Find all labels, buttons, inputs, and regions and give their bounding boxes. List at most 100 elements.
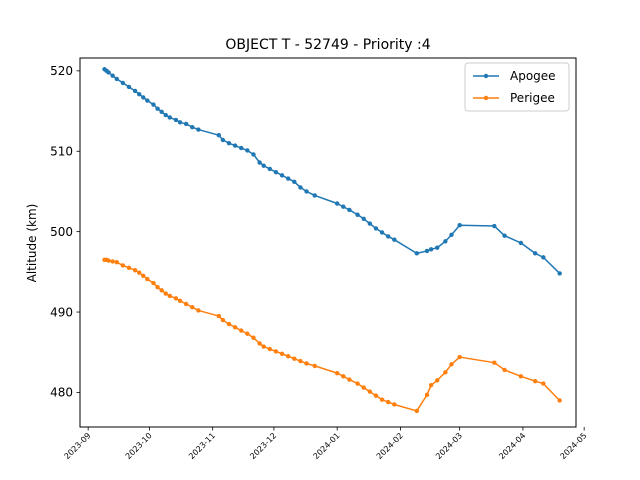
data-point-perigee [379,397,385,402]
data-point-perigee [414,408,419,414]
data-point-apogee [361,216,366,221]
data-point-perigee [392,402,397,407]
data-point-apogee [428,247,434,252]
data-point-perigee [557,398,562,403]
data-point-perigee [136,270,142,275]
data-point-apogee [367,221,373,226]
data-point-perigee [435,378,440,383]
legend-apogee-label: Apogee [510,69,556,83]
legend-perigee-label: Perigee [510,91,555,105]
data-point-perigee [267,346,273,352]
data-point-apogee [386,234,391,239]
data-point-perigee [220,317,226,323]
y-tick-label: 500 [50,225,73,239]
data-point-apogee [449,232,454,238]
chart-title: OBJECT T - 52749 - Priority :4 [225,37,430,53]
data-point-perigee [155,284,160,290]
y-tick-label: 480 [50,386,73,400]
data-point-apogee [457,223,462,228]
data-point-apogee [257,160,262,165]
data-point-perigee [541,381,546,386]
data-point-perigee [183,301,189,307]
y-tick-label: 520 [50,64,73,78]
data-point-apogee [163,112,168,118]
data-point-apogee [298,185,303,190]
data-point-apogee [251,152,256,157]
data-point-apogee [279,173,285,178]
data-point-apogee [424,248,430,254]
data-point-apogee [312,193,317,198]
data-point-apogee [106,70,111,75]
data-point-perigee [232,325,238,330]
y-axis-label: Altitude (km) [25,204,39,283]
data-point-perigee [373,393,379,398]
data-point-apogee [126,84,132,90]
data-point-apogee [267,166,273,172]
data-point-apogee [379,230,385,235]
data-point-apogee [141,95,146,100]
data-point-perigee [449,362,454,367]
data-point-apogee [245,148,250,153]
legend-apogee-marker [483,73,489,79]
data-point-perigee [251,335,256,340]
data-point-apogee [304,189,309,194]
data-point-perigee [367,389,373,394]
data-point-apogee [159,109,164,115]
data-point-perigee [502,367,507,373]
data-point-perigee [286,354,291,359]
data-point-perigee [386,399,391,405]
data-point-perigee [163,291,168,296]
data-point-perigee [355,381,360,386]
data-point-perigee [226,321,232,327]
data-point-apogee [155,106,160,111]
data-point-apogee [196,127,201,132]
data-point-perigee [304,361,309,366]
data-point-perigee [141,273,146,279]
data-point-perigee [424,392,430,398]
data-point-perigee [110,259,115,264]
legend: Apogee Perigee [464,62,570,112]
data-point-perigee [151,280,156,286]
data-point-perigee [279,351,285,357]
data-point-apogee [518,240,524,246]
data-point-perigee [132,268,138,273]
data-point-perigee [261,344,266,349]
data-point-perigee [177,298,183,303]
data-point-perigee [216,313,221,319]
data-point-apogee [541,255,546,260]
data-point-apogee [347,207,352,213]
data-point-apogee [341,204,346,209]
data-point-perigee [334,370,340,376]
data-point-apogee [334,201,340,206]
data-point-apogee [177,120,183,125]
data-point-apogee [232,143,238,148]
data-point-apogee [190,124,195,130]
data-point-perigee [457,354,462,360]
data-point-apogee [414,251,419,256]
data-point-perigee [245,331,250,336]
data-point-apogee [110,73,115,78]
data-point-apogee [220,137,226,143]
data-point-perigee [173,296,179,301]
data-point-perigee [428,383,434,388]
data-point-perigee [492,360,497,365]
data-point-apogee [557,271,562,276]
data-point-apogee [532,251,538,256]
data-point-perigee [273,349,279,354]
data-point-apogee [392,237,397,242]
legend-box [464,62,570,112]
data-point-apogee [114,76,119,82]
data-point-perigee [239,328,244,333]
data-point-apogee [261,163,266,168]
data-point-apogee [132,88,138,94]
data-point-perigee [120,263,126,268]
plot-area [102,67,562,414]
data-point-apogee [226,141,232,146]
data-point-apogee [239,145,244,151]
data-point-perigee [312,363,317,369]
data-point-perigee [298,358,303,364]
data-point-perigee [341,374,346,379]
data-point-apogee [443,239,448,244]
data-point-perigee [167,293,173,299]
